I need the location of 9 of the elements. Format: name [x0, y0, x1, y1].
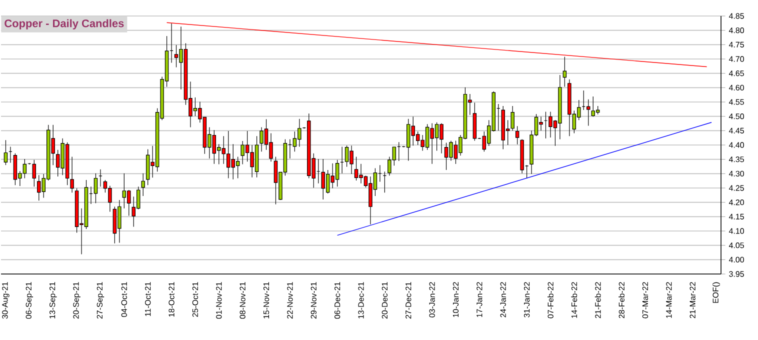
candlestick [94, 173, 98, 204]
chart-title: Copper - Daily Candles [4, 19, 124, 30]
candlestick [515, 126, 520, 145]
candlestick [562, 56, 567, 88]
candlestick [4, 140, 8, 166]
candlestick [510, 106, 514, 131]
candlestick [70, 156, 74, 193]
candlestick [32, 160, 36, 187]
candlestick [141, 173, 145, 196]
